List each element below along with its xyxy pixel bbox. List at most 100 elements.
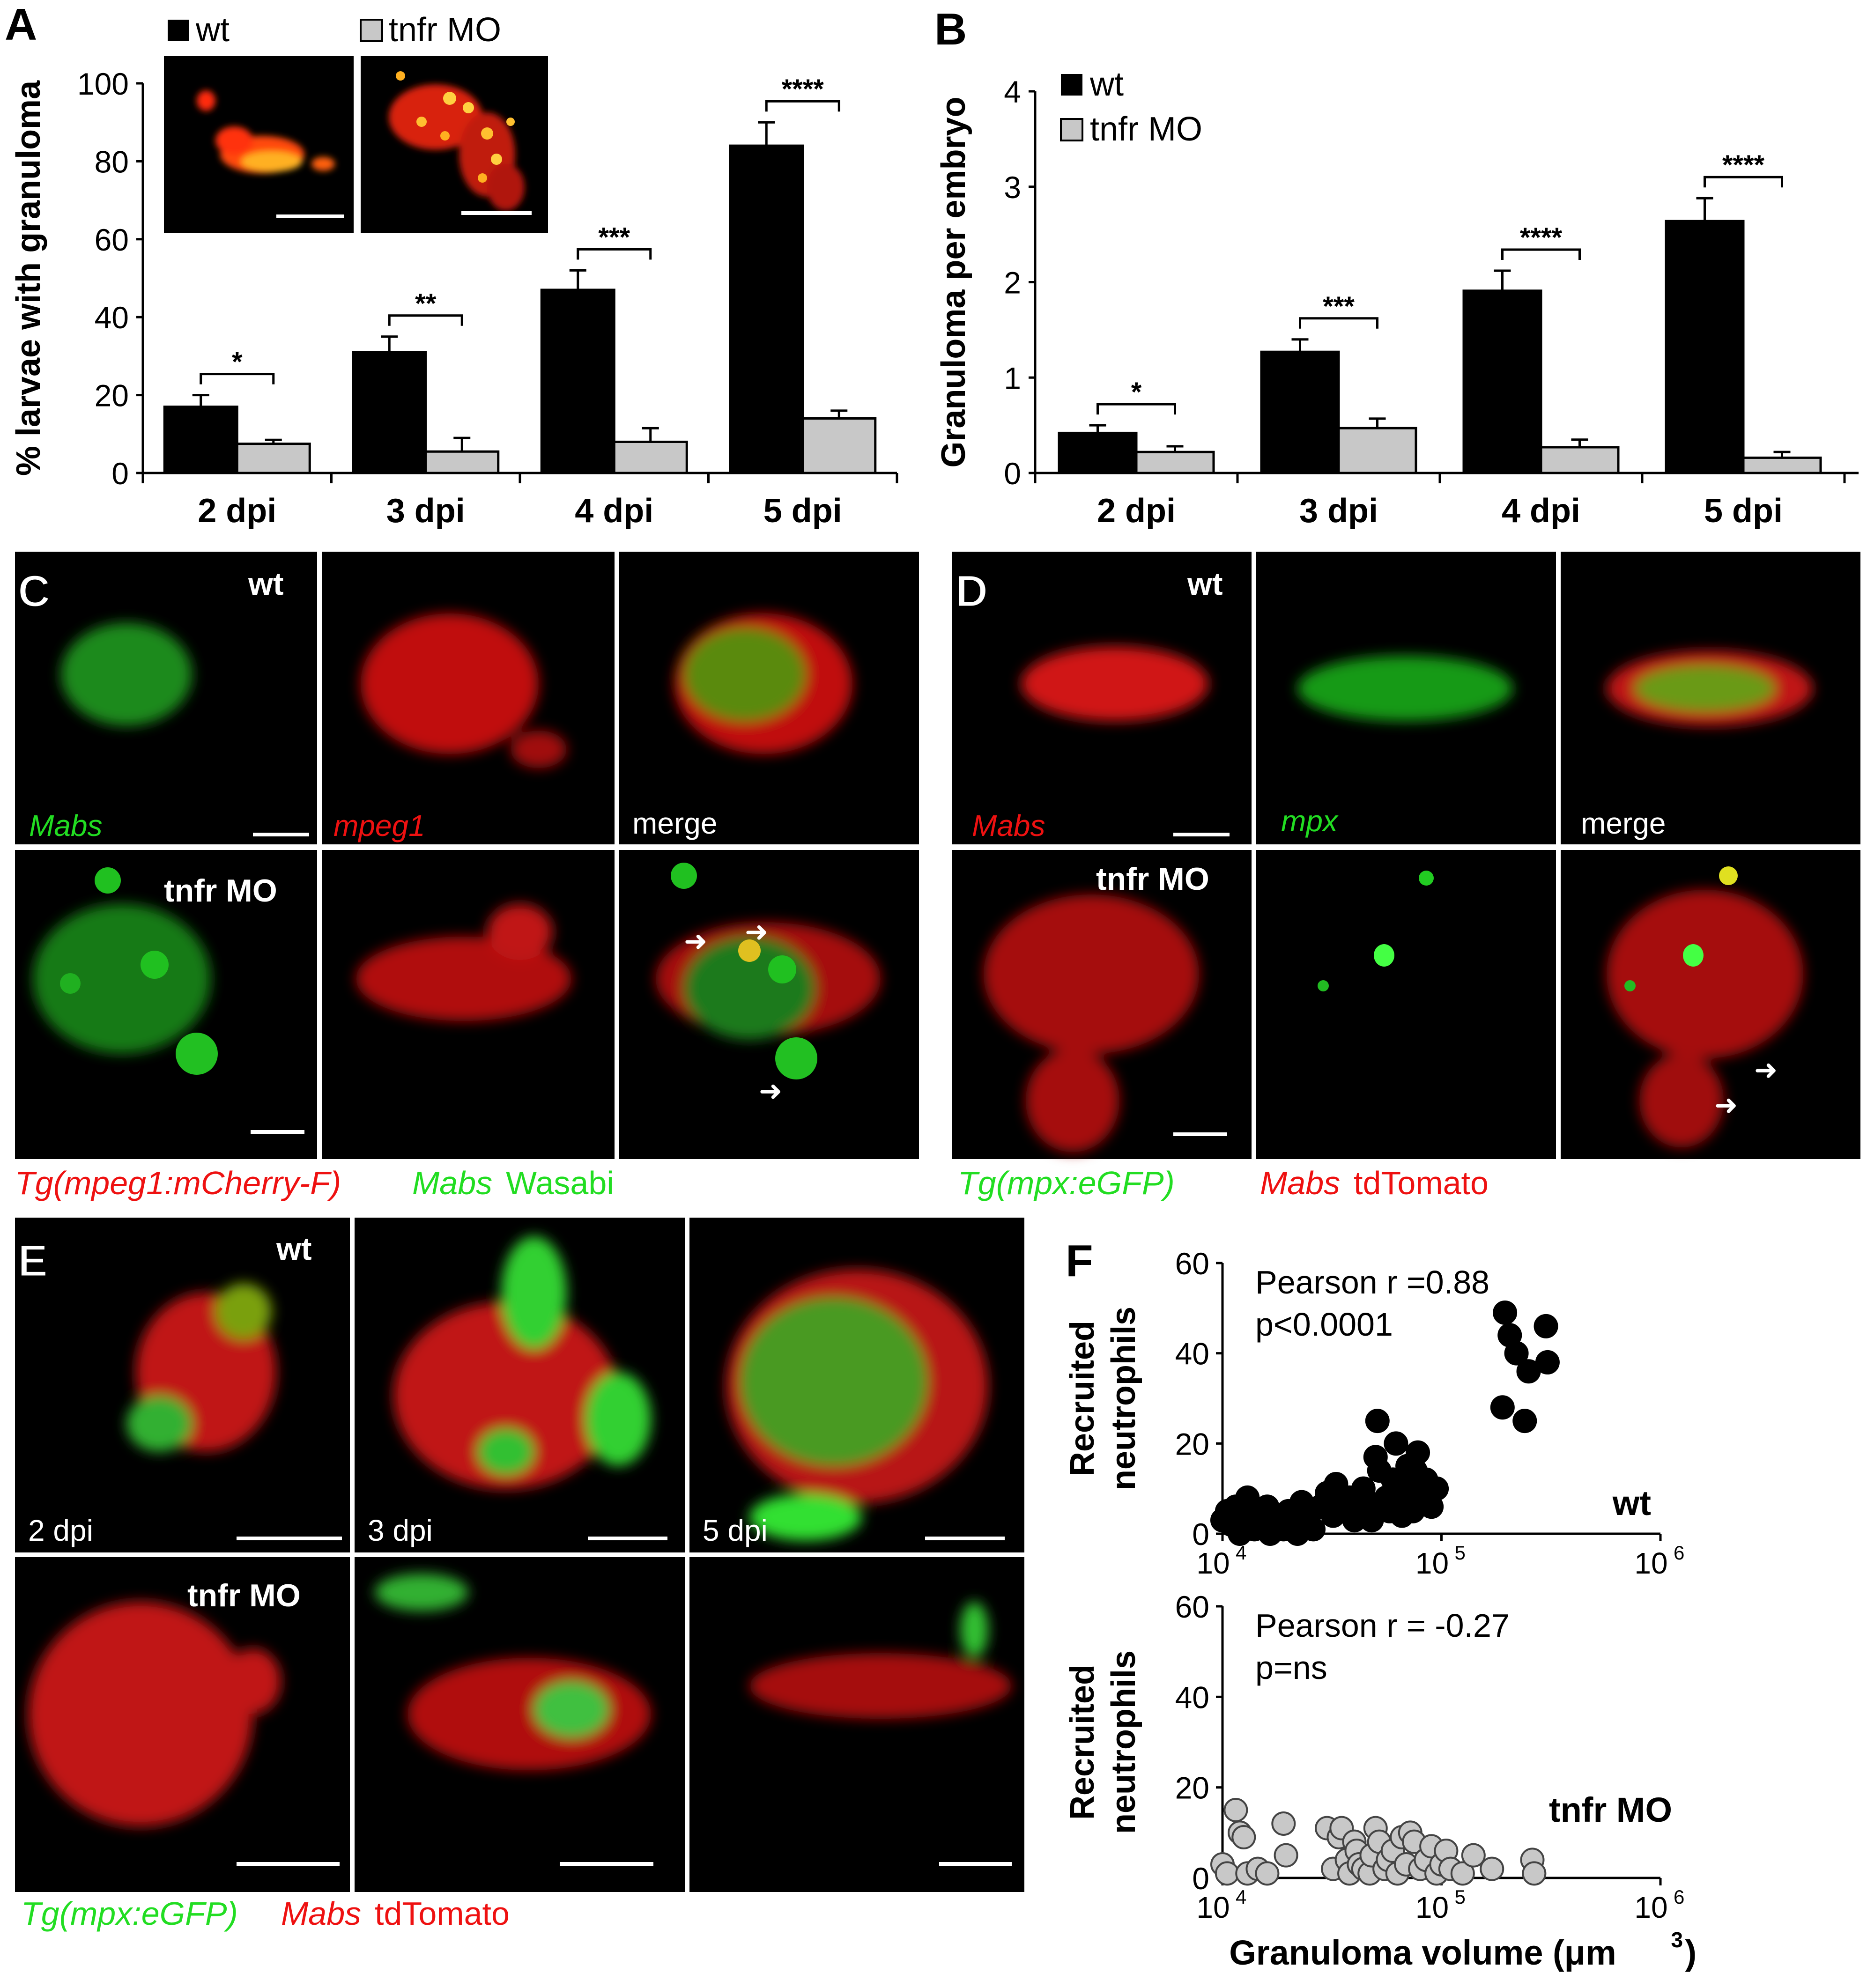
bar-tnfr-3 xyxy=(801,417,877,474)
y-tick-label: 0 xyxy=(1004,456,1021,491)
significance-bracket xyxy=(1096,403,1176,415)
inset-image-wt xyxy=(164,56,354,233)
y-tick-label: 20 xyxy=(1175,1771,1209,1805)
chart-b: 0 1 2 3 4 * 2 dpi *** 3 dpi **** 4 dpi **** 5 dpi Gra… xyxy=(935,74,1859,530)
bar-wt-0 xyxy=(1058,431,1138,474)
panel-label-c: C xyxy=(18,566,50,616)
x-tick-exponent: 6 xyxy=(1674,1542,1684,1564)
x-tick-label: 10 xyxy=(1634,1891,1667,1924)
x-tick-label: 10 xyxy=(1415,1891,1449,1924)
bar-wt-1 xyxy=(1260,350,1340,474)
legend-b-wt-label: wt xyxy=(1089,66,1124,103)
x-axis-label: Granuloma volume (μm xyxy=(1229,1933,1616,1972)
bar-wt-2 xyxy=(540,288,615,474)
y-tick-label: 3 xyxy=(1004,170,1021,205)
y-tick-label: 60 xyxy=(95,222,129,257)
x-tick-exponent: 4 xyxy=(1236,1886,1246,1908)
category-label: 4 dpi xyxy=(1502,492,1580,530)
significance-bracket xyxy=(200,373,275,384)
panel-label-a: A xyxy=(5,0,37,50)
panel-label-b: B xyxy=(934,4,967,54)
significance-label: * xyxy=(232,347,243,377)
scatter-point xyxy=(1223,1798,1248,1822)
d-channel-mpx: mpx xyxy=(1281,804,1339,838)
scatter-point xyxy=(1365,1409,1390,1434)
scatter-point xyxy=(1301,1517,1326,1542)
significance-label: **** xyxy=(782,74,824,104)
panel-a: A 0 20 40 60 80 100 * 2 dpi ** 3 dpi *** 4 dpi **** 5… xyxy=(5,0,898,530)
c-arrow-1: ➜ xyxy=(684,925,707,957)
y-axis-label-line1: Recruited xyxy=(1064,1664,1101,1820)
y-tick-label: 40 xyxy=(1175,1337,1209,1371)
significance-label: **** xyxy=(1520,222,1563,253)
scatter-point xyxy=(1424,1476,1449,1501)
scatter-point xyxy=(1522,1861,1547,1886)
category-label: 5 dpi xyxy=(763,492,842,530)
panel-label-f: F xyxy=(1066,1236,1093,1286)
c-channel-mpeg1: mpeg1 xyxy=(333,809,425,842)
d-caption-tdtomato: tdTomato xyxy=(1354,1165,1489,1201)
y-tick-label: 20 xyxy=(95,378,129,413)
y-tick-label: 80 xyxy=(95,144,129,179)
significance-bracket xyxy=(1299,317,1378,329)
scatter-point xyxy=(1534,1314,1558,1338)
y-tick-label: 20 xyxy=(1175,1426,1209,1461)
bar-wt-3 xyxy=(729,144,804,474)
scatter-point xyxy=(1490,1395,1515,1420)
c-label-tnfr: tnfr MO xyxy=(164,873,277,909)
legend-wt-label: wt xyxy=(195,11,230,49)
x-tick-exponent: 6 xyxy=(1674,1886,1684,1908)
legend-b-tnfr-label: tnfr MO xyxy=(1090,111,1202,148)
category-label: 2 dpi xyxy=(198,492,276,530)
bar-tnfr-2 xyxy=(1540,446,1620,474)
category-label: 2 dpi xyxy=(1097,492,1176,530)
significance-bracket xyxy=(388,314,463,326)
scatter-point xyxy=(1384,1431,1408,1456)
y-tick-label: 100 xyxy=(77,67,129,101)
significance-bracket xyxy=(1704,176,1783,188)
d-caption-transgene: Tg(mpx:eGFP) xyxy=(958,1165,1175,1201)
panel-d: D wt tnfr MO Mabs mpx merge ➜ ➜ Tg(mpx:e… xyxy=(952,552,1860,1201)
scatter-point xyxy=(1480,1856,1504,1881)
d-image-tnfr-mpx xyxy=(1256,850,1556,1159)
e-caption-tdtomato: tdTomato xyxy=(375,1895,510,1932)
scatter-point xyxy=(1255,1861,1280,1886)
significance-label: * xyxy=(1131,377,1142,407)
bar-tnfr-0 xyxy=(236,443,311,474)
bar-tnfr-1 xyxy=(1337,427,1417,474)
legend-b-tnfr-swatch xyxy=(1060,118,1083,141)
significance-label: ** xyxy=(415,288,437,319)
y-tick-label: 40 xyxy=(1175,1680,1209,1715)
e-caption-mabs: Mabs xyxy=(281,1895,361,1932)
d-channel-merge: merge xyxy=(1581,806,1666,840)
significance-label: *** xyxy=(598,222,630,252)
e-label-5dpi: 5 dpi xyxy=(703,1514,768,1547)
group-label: tnfr MO xyxy=(1549,1790,1672,1829)
chart-a: 0 20 40 60 80 100 * 2 dpi ** 3 dpi *** 4 dpi **** 5 d… xyxy=(10,67,898,530)
c-channel-mabs: Mabs xyxy=(29,809,103,842)
group-label: wt xyxy=(1612,1484,1651,1522)
c-caption-mabs: Mabs xyxy=(412,1165,492,1201)
pearson-stat: Pearson r = -0.27 xyxy=(1255,1607,1510,1644)
e-label-3dpi: 3 dpi xyxy=(368,1514,433,1547)
inset-image-tnfr xyxy=(361,56,548,233)
bar-tnfr-1 xyxy=(424,450,500,474)
e-caption-transgene: Tg(mpx:eGFP) xyxy=(21,1895,238,1932)
y-tick-label: 0 xyxy=(1192,1861,1209,1896)
x-tick-label: 10 xyxy=(1196,1546,1230,1580)
significance-bracket xyxy=(1501,248,1581,260)
scatter-point xyxy=(1406,1440,1430,1465)
y-tick-label: 0 xyxy=(1192,1517,1209,1552)
x-tick-exponent: 5 xyxy=(1455,1886,1466,1908)
x-tick-exponent: 4 xyxy=(1236,1542,1246,1564)
e-label-wt: wt xyxy=(276,1231,312,1267)
bar-wt-3 xyxy=(1665,220,1745,474)
y-axis-label-line1: Recruited xyxy=(1064,1321,1101,1476)
bar-wt-1 xyxy=(352,351,427,474)
legend-tnfr-label: tnfr MO xyxy=(389,11,501,49)
legend-tnfr-swatch xyxy=(360,19,383,42)
legend-b-wt-swatch xyxy=(1061,74,1082,96)
bar-tnfr-3 xyxy=(1742,456,1822,474)
c-caption-wasabi: Wasabi xyxy=(506,1165,614,1201)
